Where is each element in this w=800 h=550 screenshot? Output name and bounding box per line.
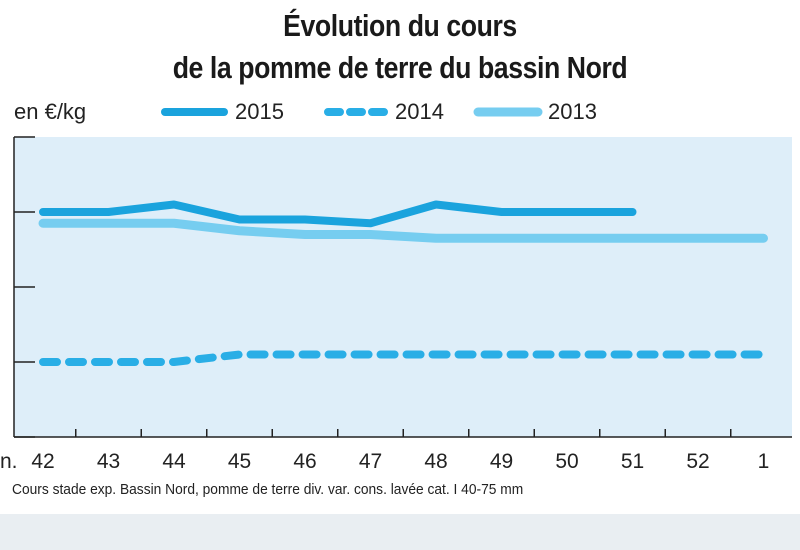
x-axis-prefix-label: n. xyxy=(0,450,18,473)
source-note: Cours stade exp. Bassin Nord, pomme de t… xyxy=(12,482,524,498)
line-chart: 42 43 44 45 46 47 48 49 50 51 52 1 n. xyxy=(0,107,792,473)
series-line-2015 xyxy=(39,200,637,228)
x-tick-label-49: 49 xyxy=(490,450,513,473)
x-tick-label-50: 50 xyxy=(555,450,578,473)
chart-title-line-1: Évolution du cours xyxy=(283,8,517,43)
x-tick-label-43: 43 xyxy=(97,450,120,473)
legend-label-2013: 2013 xyxy=(548,99,597,124)
chart-title-line-2: de la pomme de terre du bassin Nord xyxy=(172,50,628,85)
x-tick-label-44: 44 xyxy=(162,450,186,473)
series-line-2013 xyxy=(38,218,768,243)
x-tick-label-48: 48 xyxy=(424,450,447,473)
x-tick-label-46: 46 xyxy=(293,450,316,473)
plot-area xyxy=(14,137,792,437)
y-axis-unit-label: en €/kg xyxy=(14,99,87,124)
x-tick-label-42: 42 xyxy=(31,450,54,473)
x-tick-label-52: 52 xyxy=(686,450,709,473)
x-tick-label-47: 47 xyxy=(359,450,382,473)
x-tick-label-51: 51 xyxy=(621,450,644,473)
x-tick-label-1: 1 xyxy=(758,450,770,473)
x-tick-label-45: 45 xyxy=(228,450,251,473)
footer-band xyxy=(0,514,800,550)
legend-label-2014: 2014 xyxy=(395,99,444,124)
legend-label-2015: 2015 xyxy=(235,99,284,124)
series-line-2014 xyxy=(39,350,768,366)
